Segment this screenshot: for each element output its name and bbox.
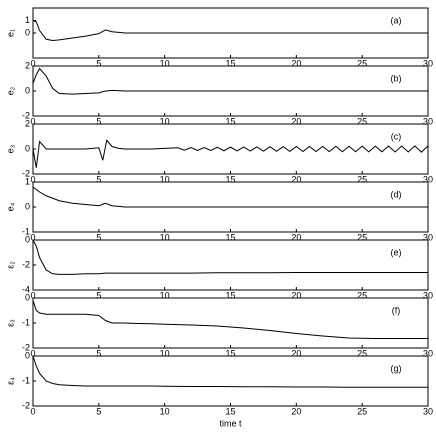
- x-tick-label: 30: [423, 290, 433, 300]
- x-tick-label: 15: [225, 58, 235, 68]
- y-tick-label: 0: [25, 292, 30, 302]
- data-line: [32, 355, 428, 388]
- x-tick-label: 20: [291, 116, 301, 126]
- x-tick-label: 0: [30, 348, 35, 358]
- y-tick-label: -2: [22, 342, 30, 352]
- y-axis-label: ε₂: [5, 261, 15, 269]
- x-tick-label: 5: [96, 348, 101, 358]
- x-tick-label: 0: [30, 174, 35, 184]
- data-line: [32, 67, 428, 95]
- x-tick-label: 5: [96, 290, 101, 300]
- x-tick-label: 5: [96, 406, 101, 416]
- plot-frame: [32, 297, 429, 349]
- panel-label: (f): [392, 305, 401, 315]
- y-tick-label: -2: [22, 168, 30, 178]
- x-axis-label: time t: [219, 418, 242, 428]
- x-tick-label: 30: [423, 348, 433, 358]
- plot-frame: [32, 355, 429, 407]
- data-line: [32, 186, 428, 208]
- y-axis-label: ε₃: [5, 319, 15, 327]
- x-tick-label: 25: [357, 232, 367, 242]
- x-tick-label: 30: [423, 174, 433, 184]
- plot-frame: [32, 239, 429, 291]
- x-tick-label: 10: [160, 348, 170, 358]
- x-tick-label: 15: [225, 174, 235, 184]
- data-line: [32, 139, 429, 168]
- panel-label: (b): [391, 73, 402, 83]
- x-tick-label: 30: [423, 232, 433, 242]
- plot-frame: [32, 123, 429, 175]
- x-tick-label: 25: [357, 290, 367, 300]
- y-axis-label: ε₄: [5, 377, 15, 385]
- y-tick-label: 2: [25, 60, 30, 70]
- x-tick-label: 5: [96, 174, 101, 184]
- x-tick-label: 20: [291, 58, 301, 68]
- panel-label: (e): [391, 247, 402, 257]
- data-line: [32, 20, 428, 42]
- x-tick-label: 0: [30, 290, 35, 300]
- x-tick-label: 25: [357, 58, 367, 68]
- y-tick-label: 0: [25, 143, 30, 153]
- x-tick-label: 0: [30, 58, 35, 68]
- x-tick-label: 20: [291, 290, 301, 300]
- y-tick-label: 0: [25, 350, 30, 360]
- y-axis-label: e₃: [5, 144, 15, 153]
- x-tick-label: 25: [357, 348, 367, 358]
- y-tick-label: -1: [22, 317, 30, 327]
- y-axis-label: e₂: [5, 86, 15, 95]
- x-tick-label: 10: [160, 58, 170, 68]
- x-tick-label: 15: [225, 116, 235, 126]
- x-tick-label: 30: [423, 58, 433, 68]
- x-tick-label: 20: [291, 348, 301, 358]
- y-tick-label: -1: [22, 375, 30, 385]
- y-tick-label: -4: [22, 284, 30, 294]
- x-tick-label: 10: [160, 406, 170, 416]
- panel-label: (g): [391, 363, 402, 373]
- x-tick-label: 25: [357, 174, 367, 184]
- y-tick-label: -2: [22, 400, 30, 410]
- y-tick-label: 2: [25, 118, 30, 128]
- data-line: [32, 300, 428, 339]
- y-tick-label: 0: [25, 201, 30, 211]
- x-tick-label: 0: [30, 232, 35, 242]
- x-tick-label: 10: [160, 290, 170, 300]
- data-line: [32, 239, 428, 275]
- x-tick-label: 15: [225, 232, 235, 242]
- y-axis-label: e₁: [5, 29, 15, 37]
- x-tick-label: 25: [357, 406, 367, 416]
- y-tick-label: -1: [22, 226, 30, 236]
- x-tick-label: 20: [291, 232, 301, 242]
- y-tick-label: -2: [22, 110, 30, 120]
- x-tick-label: 5: [96, 58, 101, 68]
- panel-label: (d): [391, 189, 402, 199]
- x-tick-label: 30: [423, 406, 433, 416]
- y-tick-label: 0: [25, 234, 30, 244]
- y-tick-label: 1: [25, 176, 30, 186]
- y-tick-label: -2: [22, 259, 30, 269]
- x-tick-label: 5: [96, 232, 101, 242]
- y-tick-label: 0: [25, 85, 30, 95]
- y-axis-label: e₄: [5, 202, 15, 211]
- panel-label: (c): [391, 131, 402, 141]
- x-tick-label: 10: [160, 116, 170, 126]
- x-tick-label: 0: [30, 116, 35, 126]
- x-tick-label: 5: [96, 116, 101, 126]
- y-tick-label: 0: [25, 27, 30, 37]
- x-tick-label: 0: [30, 406, 35, 416]
- x-tick-label: 10: [160, 232, 170, 242]
- x-tick-label: 20: [291, 174, 301, 184]
- x-tick-label: 15: [225, 406, 235, 416]
- x-tick-label: 15: [225, 290, 235, 300]
- x-tick-label: 30: [423, 116, 433, 126]
- x-tick-label: 25: [357, 116, 367, 126]
- x-tick-label: 10: [160, 174, 170, 184]
- panel-label: (a): [391, 15, 402, 25]
- x-tick-label: 20: [291, 406, 301, 416]
- x-tick-label: 15: [225, 348, 235, 358]
- y-tick-label: 1: [25, 15, 30, 25]
